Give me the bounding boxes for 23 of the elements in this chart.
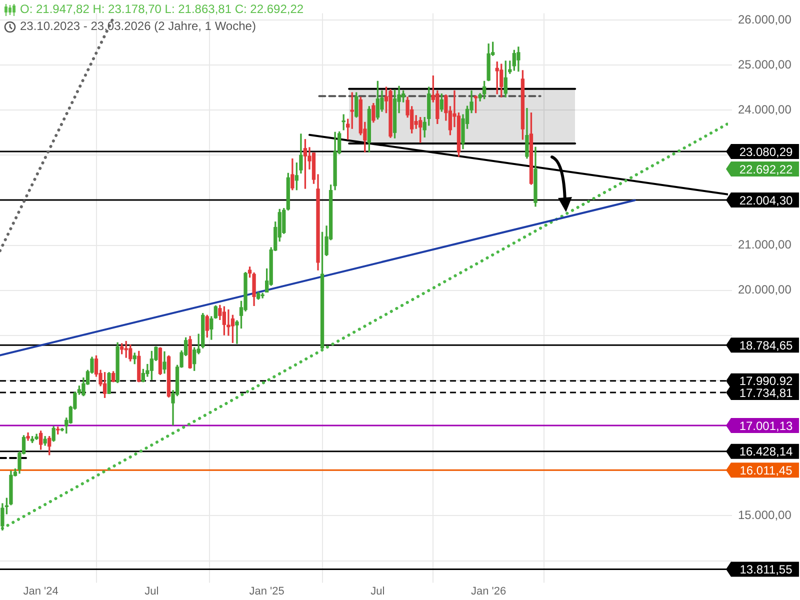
ref-line-label: 18.784,65	[739, 338, 794, 352]
chart-title: O: 21.947,82 H: 23.178,70 L: 21.863,81 C: 22.692,22	[20, 2, 304, 17]
ref-line-label: 23.080,29	[739, 144, 794, 159]
y-tick-label: 15.000,00	[738, 508, 792, 522]
y-tick-label: 24.000,00	[738, 102, 792, 116]
ref-line-label: 17.001,13	[739, 418, 794, 433]
x-tick-label: Jan '24	[23, 585, 58, 598]
y-tick-label: 26.000,00	[738, 12, 792, 26]
ref-line-label: 16.428,14	[739, 444, 794, 459]
y-tick-label: 20.000,00	[738, 282, 792, 297]
ref-line-label: 16.011,45	[740, 463, 793, 478]
x-tick-label: Jul	[370, 585, 385, 598]
x-tick-label: Jul	[144, 585, 159, 598]
y-tick-label: 25.000,00	[738, 57, 792, 72]
y-tick-label: 21.000,00	[738, 238, 792, 252]
ref-line-label: 13.811,55	[740, 562, 793, 577]
x-tick-label: Jan '26	[471, 585, 506, 598]
x-tick-label: Jan '25	[249, 585, 284, 598]
ref-line-label: 17.990,92	[739, 374, 794, 388]
text: 23.10.2023 - 23.03.2026 (2 Jahre, 1 Woche)	[20, 19, 256, 34]
text: 22.692,22	[739, 162, 794, 176]
ref-line-label: 22.004,30	[739, 193, 794, 208]
ref-line-label: 17.734,81	[739, 386, 794, 400]
